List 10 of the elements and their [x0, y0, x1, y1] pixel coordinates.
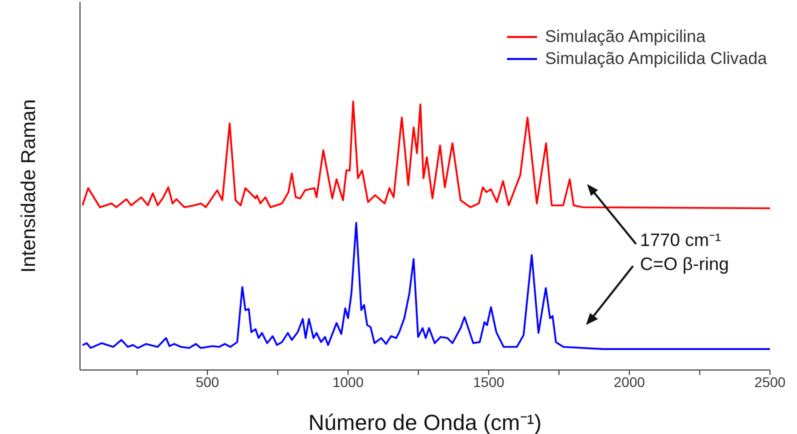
x-tick-label: 2000: [614, 374, 646, 390]
annotation: 1770 cm⁻¹: [640, 229, 722, 252]
x-tick-label: 1000: [332, 374, 364, 390]
annotation: C=O β-ring: [640, 253, 729, 276]
x-tick-label: 500: [196, 374, 220, 390]
legend-label: Simulação Ampicilida Clivada: [544, 48, 767, 70]
legend-label: Simulação Ampicilina: [544, 26, 706, 48]
x-tick-label: 2500: [754, 374, 786, 390]
x-tick-label: 1500: [473, 374, 504, 390]
y-axis-title: Intensidade Raman: [18, 99, 40, 273]
